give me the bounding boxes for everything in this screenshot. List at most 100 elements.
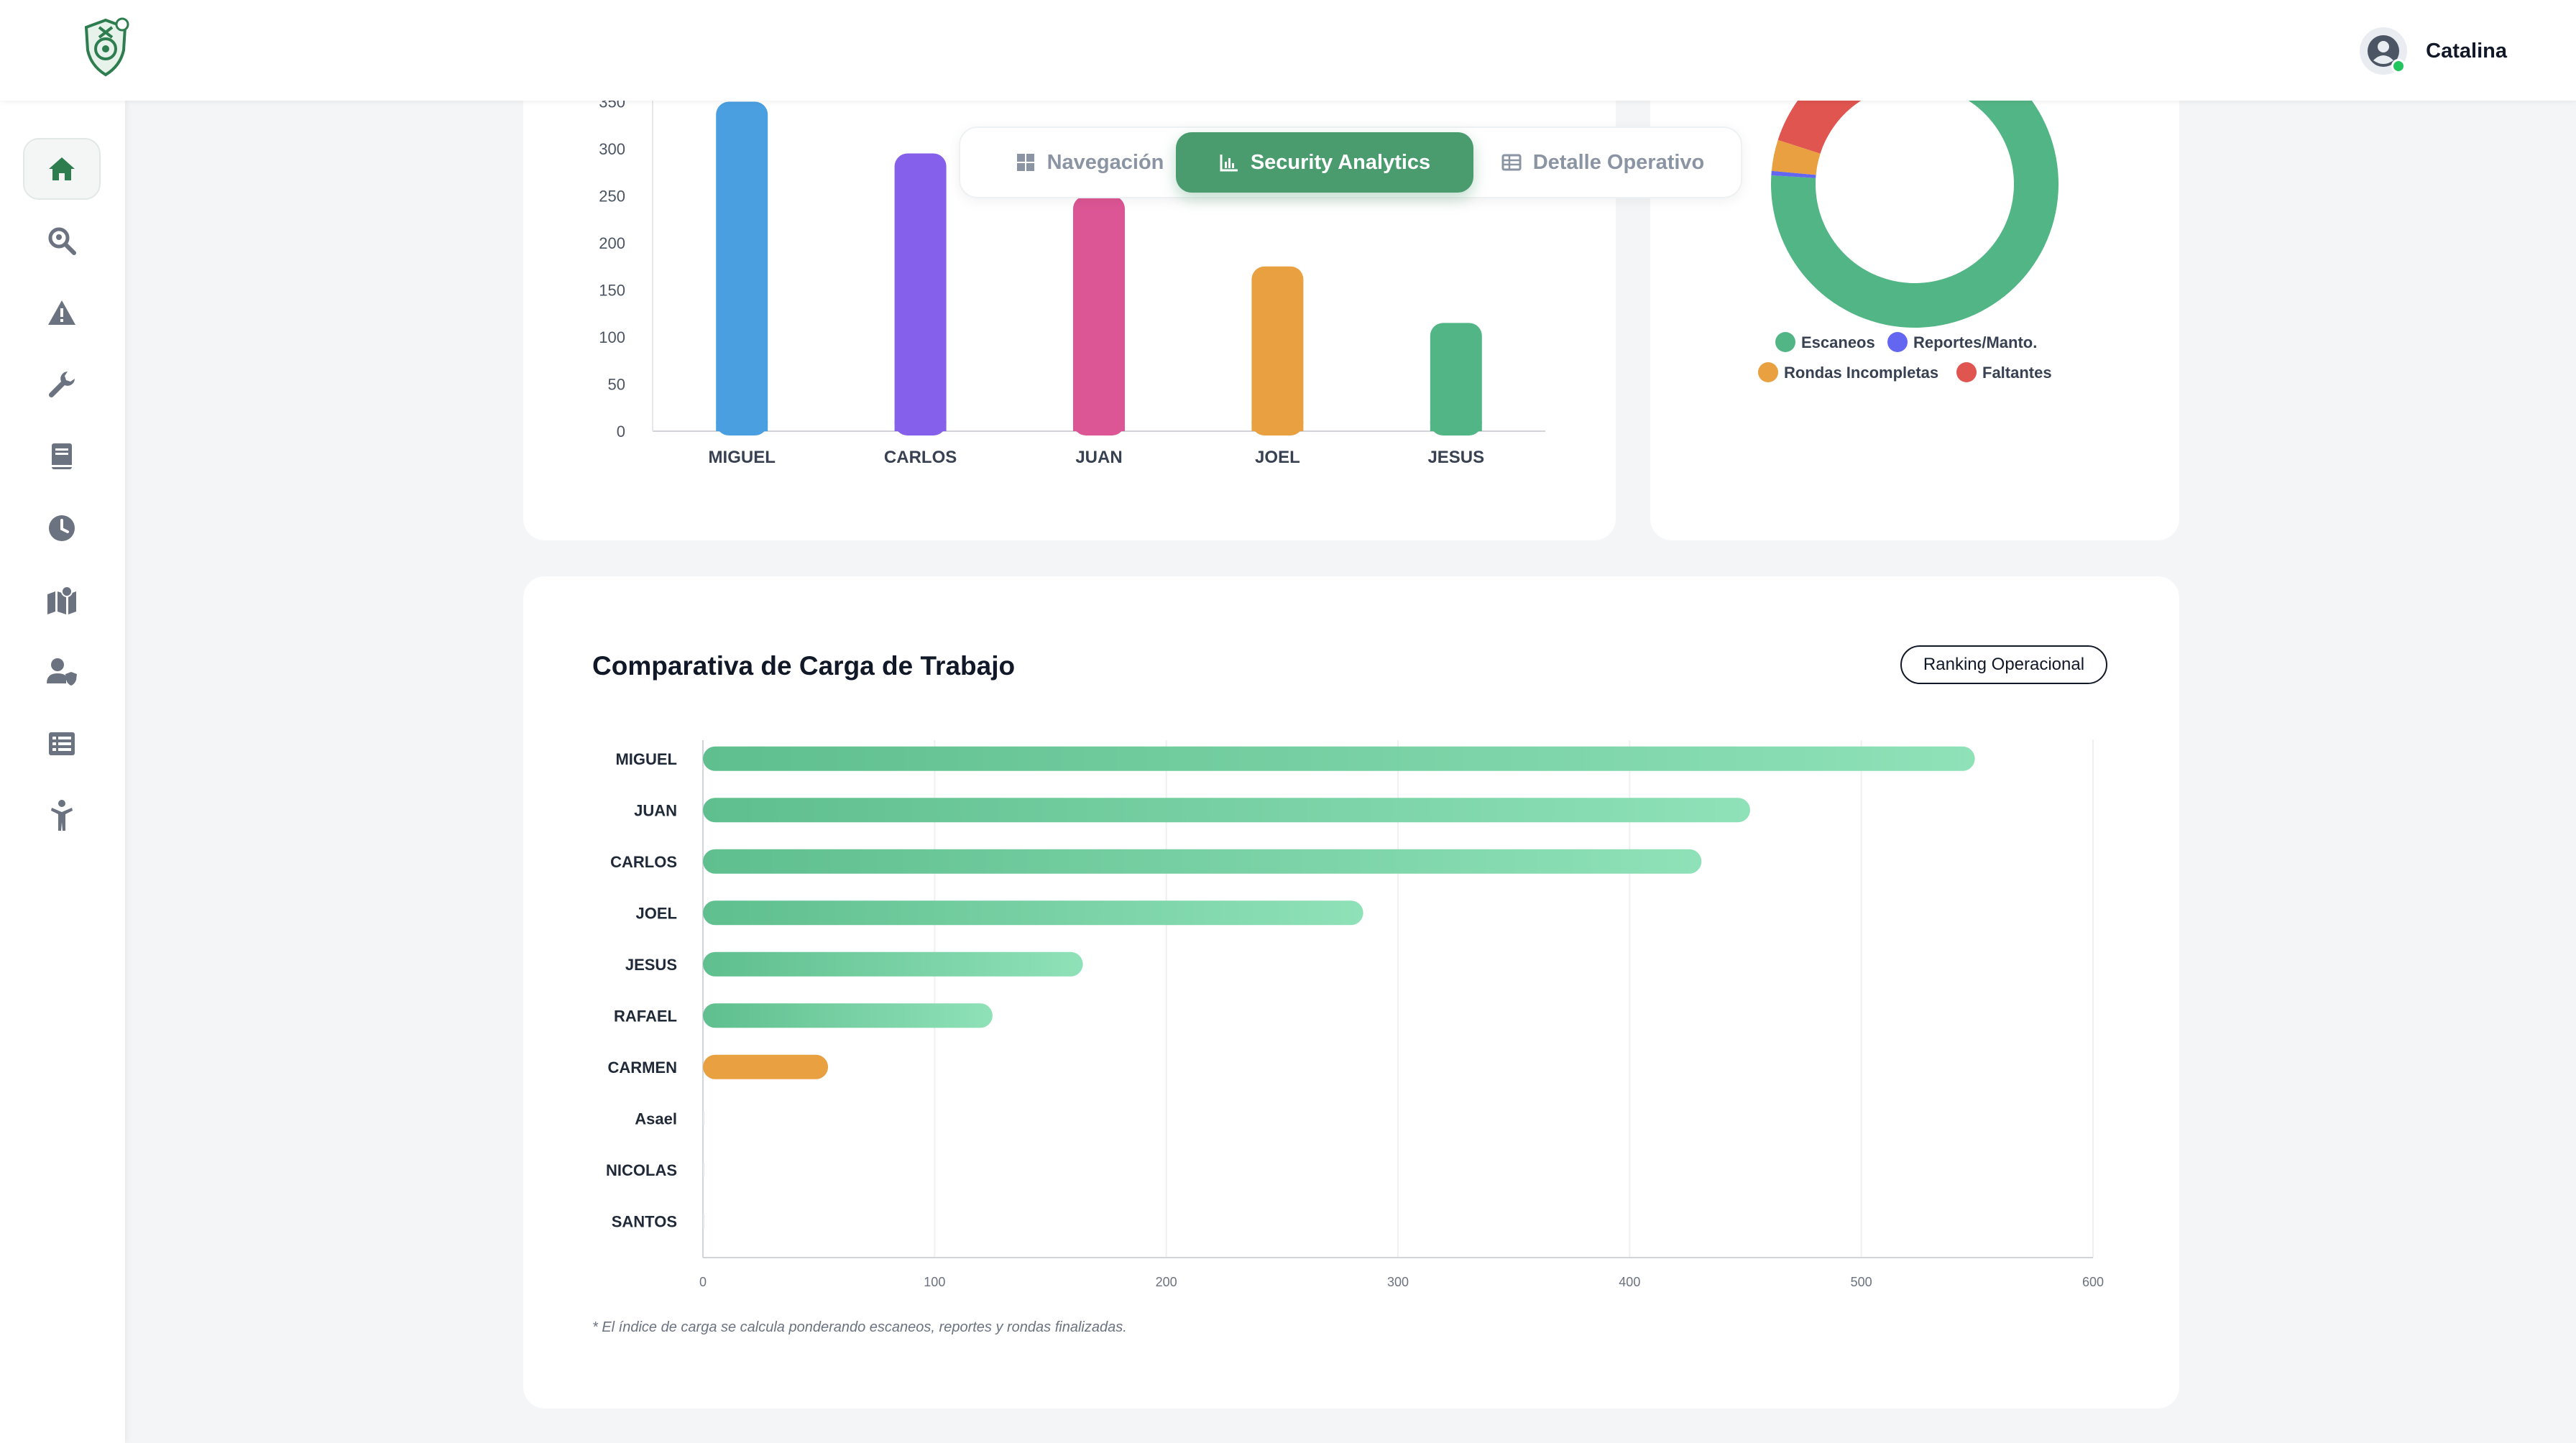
legend-swatch <box>1758 362 1778 382</box>
x-tick-label: MIGUEL <box>709 448 776 467</box>
x-tick-label: JOEL <box>1255 448 1300 467</box>
workload-bar-joel <box>703 900 1363 926</box>
bar-carlos <box>894 153 947 436</box>
legend-swatch <box>1887 332 1908 352</box>
workload-card: Comparativa de Carga de Trabajo Ranking … <box>523 576 2179 1409</box>
y-tick-label: NICOLAS <box>606 1161 677 1179</box>
legend-label: Rondas Incompletas <box>1784 364 1938 382</box>
clock-icon <box>49 515 75 541</box>
ranking-operacional-button[interactable]: Ranking Operacional <box>1900 645 2107 684</box>
y-tick-label: CARMEN <box>607 1059 677 1077</box>
bar-jesus <box>1430 323 1482 435</box>
wrench-icon <box>48 372 75 398</box>
legend-label: Reportes/Manto. <box>1913 333 2037 351</box>
y-tick-label: 200 <box>599 234 625 252</box>
bar-juan <box>1073 195 1125 435</box>
y-tick-label: 0 <box>617 423 625 441</box>
workload-bar-rafael <box>703 1003 993 1028</box>
legend-swatch <box>1956 362 1977 382</box>
x-tick-label: 300 <box>1387 1275 1409 1289</box>
tab-detalle-operativo[interactable]: Detalle Operativo <box>1473 132 1732 193</box>
y-tick-label: JUAN <box>634 801 677 819</box>
book-icon <box>52 443 72 469</box>
sidebar-item-personnel[interactable] <box>23 785 101 847</box>
person-icon <box>51 800 73 831</box>
activity-donut-chart: Escaneos Reportes/Manto. Rondas Incompleta… <box>1758 101 2058 382</box>
tab-label: Detalle Operativo <box>1532 150 1705 174</box>
y-tick-label: 150 <box>599 282 625 300</box>
sidebar-item-reports[interactable] <box>23 713 101 775</box>
workload-bar-carlos <box>703 849 1702 874</box>
y-tick-label: Asael <box>635 1110 677 1128</box>
alert-icon <box>48 300 75 325</box>
user-menu[interactable]: Catalina <box>2360 26 2507 76</box>
sidebar-item-home[interactable] <box>23 138 101 200</box>
legend-label: Faltantes <box>1982 364 2052 382</box>
view-tabs: Navegación Security Analytics Detalle Op… <box>959 126 1742 198</box>
bar-base <box>1430 421 1482 431</box>
x-tick-label: 400 <box>1619 1275 1640 1289</box>
y-tick-label: JOEL <box>636 904 677 922</box>
workload-bar-nicolas <box>703 1162 704 1177</box>
online-status-dot <box>2391 59 2406 73</box>
x-tick-label: 500 <box>1851 1275 1872 1289</box>
user-name: Catalina <box>2426 39 2507 63</box>
workload-bar-juan <box>703 798 1750 823</box>
workload-bar-jesus <box>703 951 1083 977</box>
legend-swatch <box>1775 332 1795 352</box>
grid-icon <box>1016 154 1034 171</box>
y-tick-label: 350 <box>599 93 625 111</box>
donut-slice-rondas-incompletas <box>1771 139 1821 175</box>
sidebar-item-search[interactable] <box>23 210 101 272</box>
map-icon <box>47 586 76 614</box>
tab-security-analytics[interactable]: Security Analytics <box>1176 132 1473 193</box>
bar-base <box>894 421 947 431</box>
sidebar-item-alerts[interactable] <box>23 282 101 344</box>
sidebar-item-map[interactable] <box>23 569 101 631</box>
workload-footnote: * El índice de carga se calcula ponderan… <box>592 1319 1127 1335</box>
search-location-icon <box>48 227 76 255</box>
sidebar-item-maintenance[interactable] <box>23 354 101 415</box>
y-tick-label: 300 <box>599 140 625 158</box>
x-tick-label: 100 <box>924 1275 945 1289</box>
workload-bar-asael <box>703 1111 704 1126</box>
sidebar-item-logbook[interactable] <box>23 425 101 487</box>
x-tick-label: 600 <box>2082 1275 2104 1289</box>
workload-title: Comparativa de Carga de Trabajo <box>592 651 1016 681</box>
y-tick-label: 250 <box>599 188 625 206</box>
bar-chart-plot: 0 50 100 150 200 250 300 350 <box>599 93 1545 441</box>
list-icon <box>49 732 75 755</box>
y-tick-label: MIGUEL <box>615 750 677 768</box>
user-shield-icon <box>47 658 77 686</box>
sidebar-item-guards[interactable] <box>23 641 101 703</box>
guard-activity-bar-chart: 0 50 100 150 200 250 300 350 MIGUEL CARLOS JUAN JOE… <box>599 93 1545 467</box>
bar-miguel <box>716 101 768 435</box>
home-icon <box>49 157 75 180</box>
bar-joel <box>1251 266 1304 435</box>
top-header: Catalina <box>0 0 2576 101</box>
y-tick-label: 50 <box>608 376 625 394</box>
y-tick-label: RAFAEL <box>614 1007 677 1025</box>
x-tick-label: JESUS <box>1427 448 1484 467</box>
sidebar-item-history[interactable] <box>23 497 101 559</box>
workload-bar-chart: 0 100 200 300 400 500 600 MIGUEL JUAN CARLOS JOEL J… <box>606 740 2104 1289</box>
workload-bar-carmen <box>703 1054 829 1079</box>
x-tick-label: JUAN <box>1075 448 1122 467</box>
avatar[interactable] <box>2360 27 2408 75</box>
x-tick-label: 200 <box>1156 1275 1177 1289</box>
donut-slice-faltantes <box>1777 101 1862 154</box>
tab-label: Security Analytics <box>1250 150 1431 174</box>
table-icon <box>1501 154 1522 171</box>
donut-slice-reportes-manto- <box>1771 170 1816 178</box>
bar-base <box>1251 421 1304 431</box>
donut-slice-escaneos <box>1771 101 2058 328</box>
y-tick-label: JESUS <box>625 956 677 974</box>
app-logo[interactable] <box>80 16 131 78</box>
x-tick-label: CARLOS <box>884 448 957 467</box>
bar-base <box>716 421 768 431</box>
x-tick-label: 0 <box>699 1275 707 1289</box>
tab-navegacion[interactable]: Navegación <box>982 132 1197 193</box>
chart-icon <box>1220 155 1238 172</box>
y-tick-label: CARLOS <box>610 853 677 871</box>
y-tick-label: 100 <box>599 328 625 346</box>
